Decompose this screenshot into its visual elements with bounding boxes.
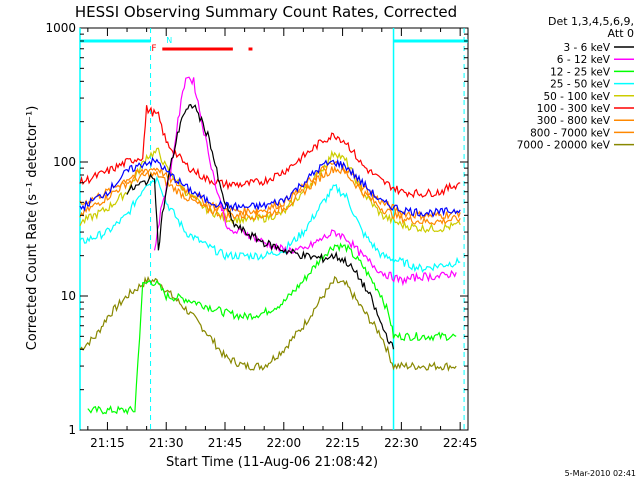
series-line-5 <box>79 105 461 199</box>
series-line-6 <box>79 165 461 226</box>
legend-label: 3 - 6 keV <box>563 42 610 54</box>
x-tick-label: 22:45 <box>443 436 478 450</box>
series-line-2 <box>87 242 457 416</box>
x-tick-label: 21:15 <box>90 436 125 450</box>
legend-header: Att 0 <box>608 27 634 40</box>
y-tick-label: 1 <box>68 423 76 437</box>
x-axis-label: Start Time (11-Aug-06 21:08:42) <box>166 455 378 470</box>
chart-title: HESSI Observing Summary Count Rates, Cor… <box>75 3 457 21</box>
legend-label: 300 - 800 keV <box>537 115 611 127</box>
series-line-1 <box>153 76 457 287</box>
series-line-3 <box>79 175 461 273</box>
y-axis-label: Corrected Count Rate (s⁻¹ detector⁻¹) <box>25 106 40 351</box>
y-tick-label: 1000 <box>45 21 76 35</box>
n-marker-label: N <box>166 36 172 45</box>
x-tick-label: 21:30 <box>149 436 184 450</box>
annotation-layer: NF <box>80 36 468 54</box>
y-tick-label: 10 <box>61 289 76 303</box>
legend-label: 800 - 7000 keV <box>530 127 611 139</box>
vertical-markers <box>79 28 465 430</box>
x-tick-label: 21:45 <box>208 436 243 450</box>
x-tick-label: 22:00 <box>267 436 302 450</box>
series-line-4 <box>79 147 461 234</box>
legend-label: 7000 - 20000 keV <box>517 140 611 152</box>
series-line-8 <box>79 275 457 372</box>
series-layer <box>79 76 461 416</box>
y-axis: 1 10 100 1000 <box>45 21 468 437</box>
x-tick-label: 22:30 <box>384 436 419 450</box>
legend-label: 100 - 300 keV <box>537 103 611 115</box>
footer-timestamp: 5-Mar-2010 02:41 <box>565 469 636 478</box>
legend-label: 25 - 50 keV <box>550 79 611 91</box>
series-line-7 <box>79 160 461 221</box>
f-marker-label: F <box>151 44 156 54</box>
y-tick-label: 100 <box>53 155 76 169</box>
series-line-0 <box>126 103 395 350</box>
legend-header: Det 1,3,4,5,6,9, <box>548 15 634 28</box>
series-line-blue <box>79 156 461 218</box>
legend-label: 6 - 12 keV <box>557 54 611 66</box>
legend-label: 50 - 100 keV <box>543 91 610 103</box>
x-tick-label: 22:15 <box>325 436 360 450</box>
x-axis: 21:15 21:30 21:45 22:00 22:15 22:30 22:45 <box>87 28 478 450</box>
legend-label: 12 - 25 keV <box>550 66 611 78</box>
